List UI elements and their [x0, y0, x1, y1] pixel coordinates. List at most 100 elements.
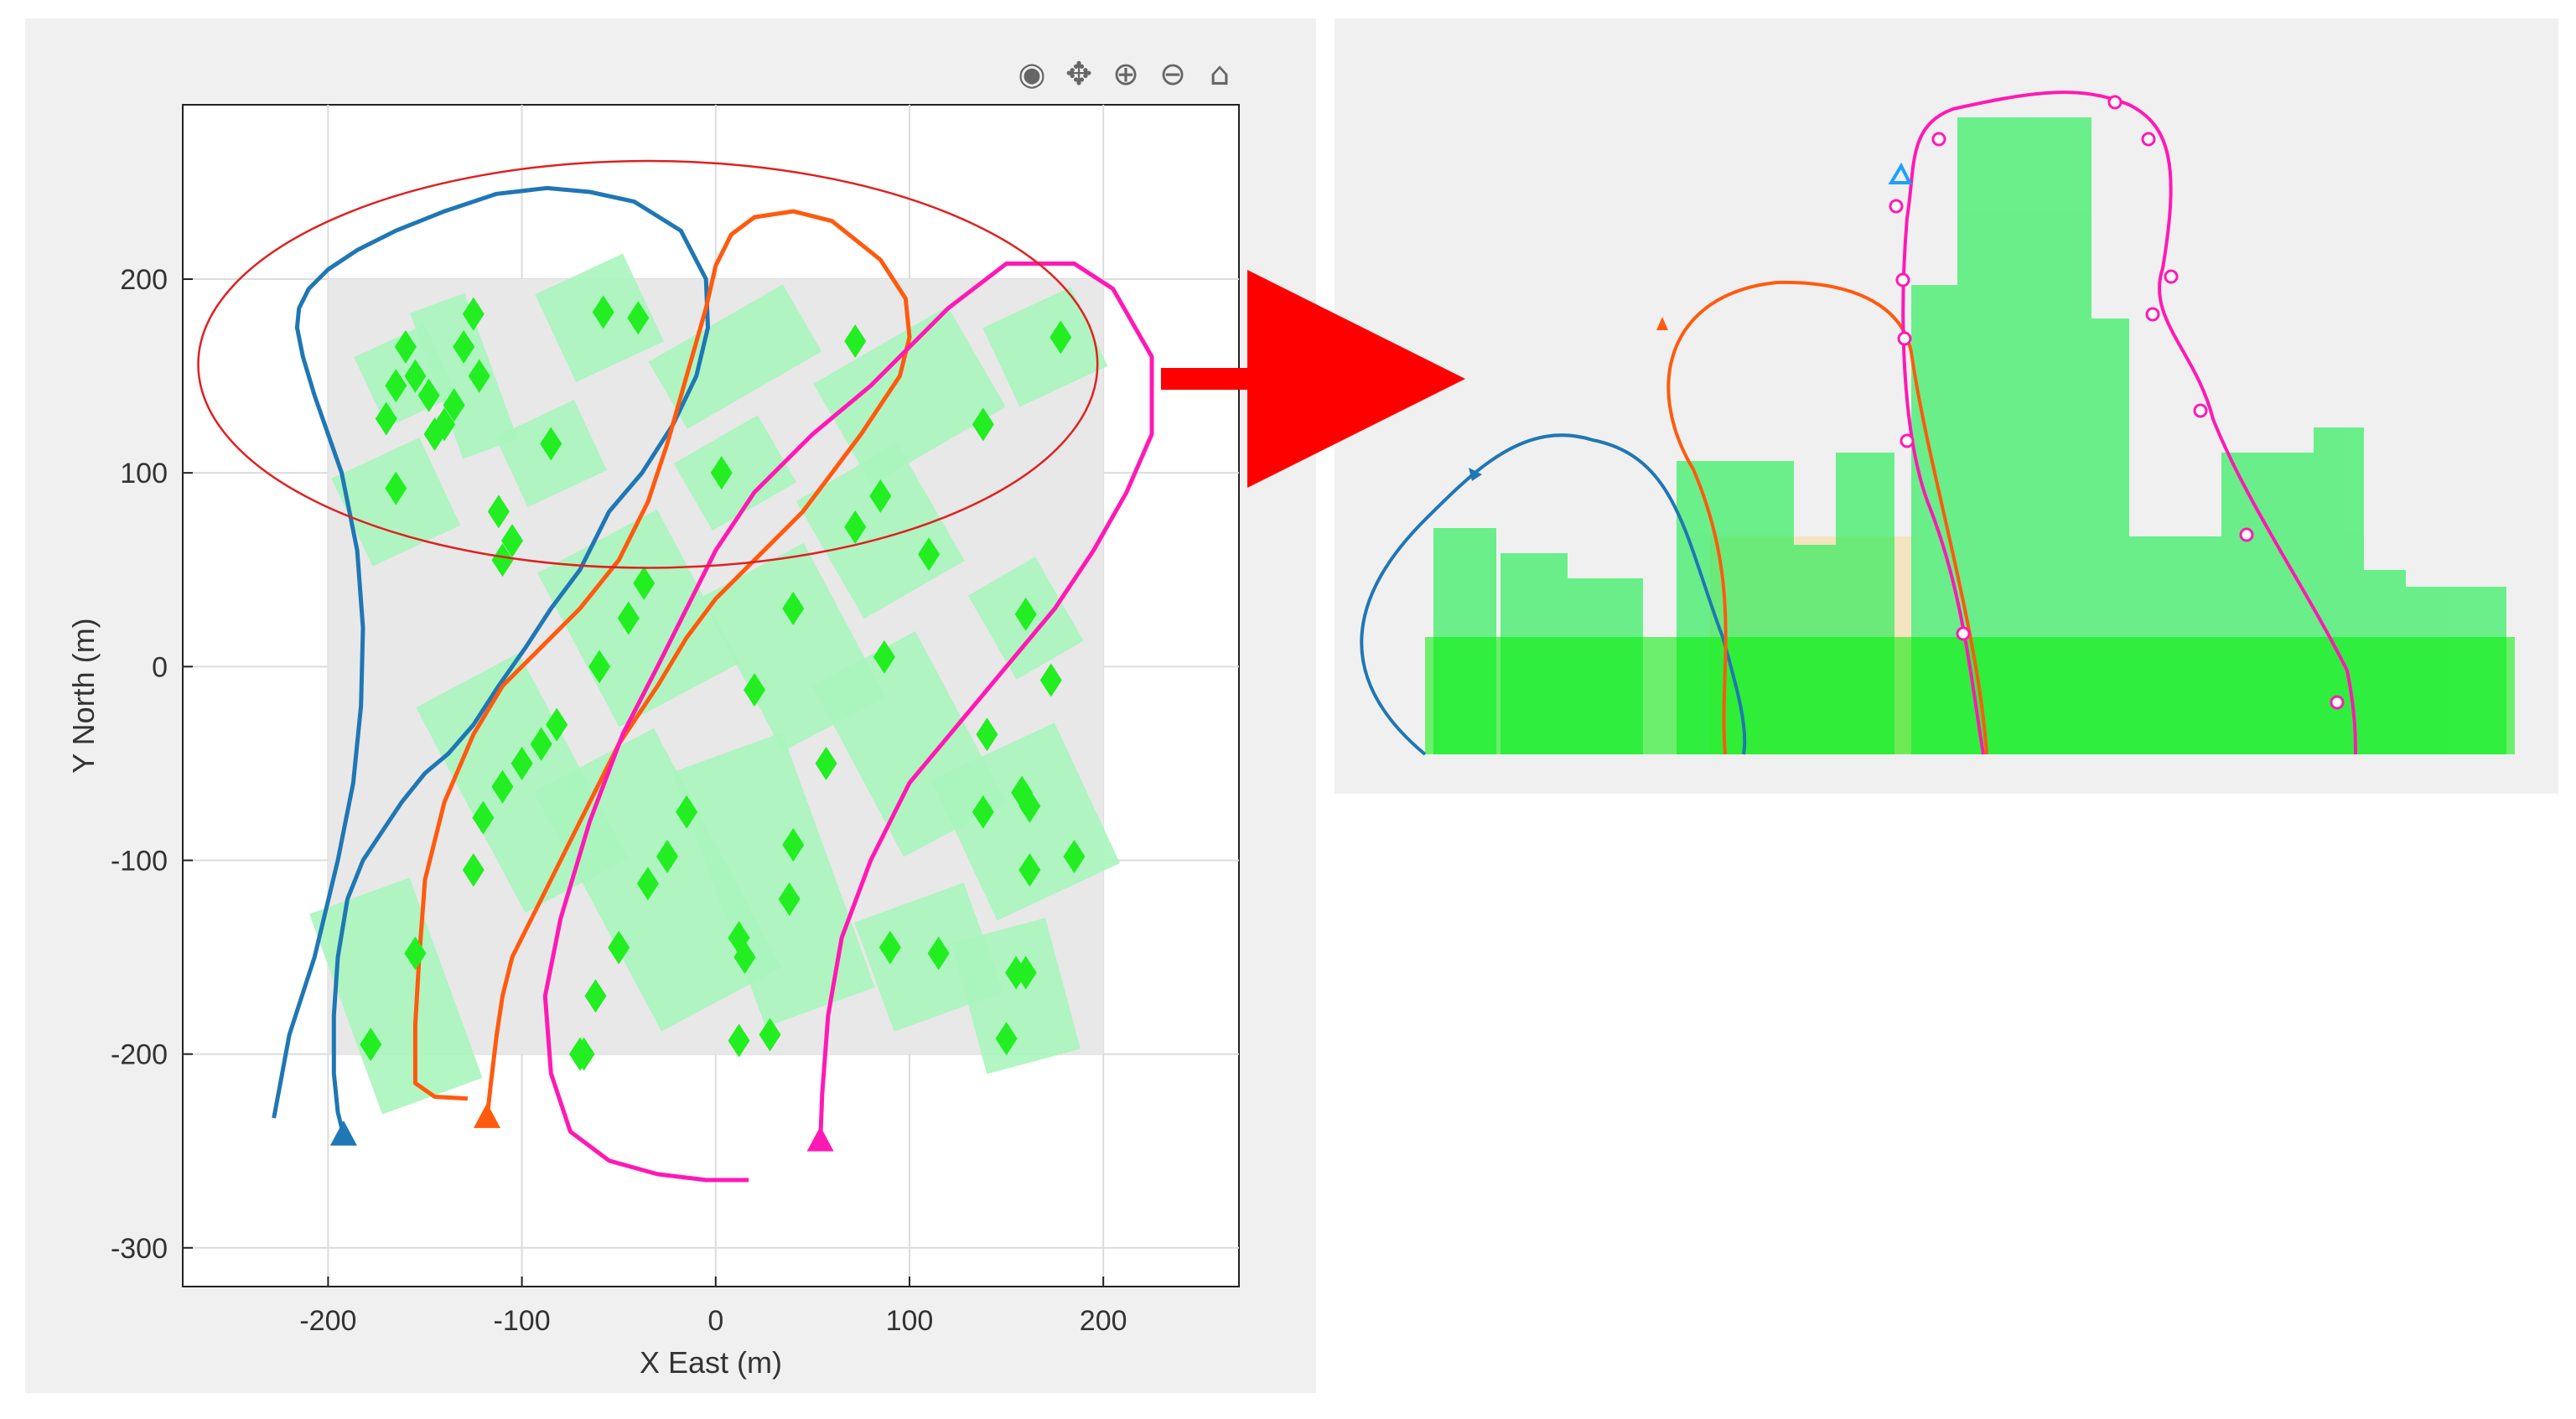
target-marker [511, 746, 533, 780]
trajectory-2 [412, 209, 912, 1119]
target-marker [443, 388, 465, 422]
perspective-waypoint [1897, 331, 1912, 346]
perspective-waypoint [2239, 527, 2254, 542]
building [410, 293, 518, 459]
target-marker [972, 407, 994, 442]
home-icon[interactable]: ⌂ [1209, 55, 1231, 92]
target-marker [744, 673, 766, 707]
perspective-start-marker-3 [1888, 162, 1913, 184]
x-tick-label: -200 [299, 1305, 356, 1337]
start-marker-2 [473, 1102, 500, 1128]
x-tick-label: 100 [886, 1305, 934, 1337]
perspective-waypoint [1931, 132, 1946, 147]
target-marker [491, 543, 514, 577]
zoom-in-icon[interactable]: ⊕ [1112, 55, 1139, 92]
target-marker [844, 324, 867, 358]
perspective-trajectory-2 [1666, 280, 1988, 755]
target-marker [462, 853, 485, 888]
target-marker [584, 979, 607, 1013]
perspective-waypoint [2330, 695, 2345, 710]
target-marker [472, 800, 495, 835]
highlight-ellipse [197, 159, 1099, 569]
perspective-waypoint [1889, 199, 1904, 214]
target-marker [976, 717, 998, 752]
target-marker [462, 297, 485, 331]
target-marker [375, 401, 397, 436]
target-marker [1018, 853, 1041, 888]
x-tick-label: 0 [707, 1305, 723, 1337]
target-marker [385, 369, 407, 403]
target-marker [815, 746, 837, 780]
x-tick-label: -100 [494, 1305, 551, 1337]
target-marker [588, 650, 611, 684]
target-marker [394, 329, 417, 364]
target-marker [530, 727, 552, 761]
target-marker [568, 1037, 591, 1071]
perspective-waypoint [2193, 403, 2208, 418]
target-marker [918, 537, 941, 572]
target-marker [782, 591, 805, 625]
building [796, 443, 965, 619]
perspective-waypoint [1956, 626, 1971, 641]
y-tick-label: -100 [111, 845, 168, 877]
target-marker [778, 882, 801, 916]
highlight-ellipse-shape [197, 159, 1099, 569]
perspective-waypoint [2145, 307, 2160, 322]
building [982, 287, 1108, 407]
building [951, 918, 1081, 1075]
target-marker [759, 1018, 781, 1052]
data-cursor-icon[interactable]: ✥ [1065, 55, 1092, 92]
target-marker [873, 640, 895, 674]
target-marker [540, 427, 562, 461]
building [813, 306, 1006, 485]
target-marker [404, 359, 427, 393]
tick-labels: -200 -100 0 100 200 -300 -200 -100 0 100 200 [111, 264, 1127, 1337]
zoom-out-icon[interactable]: ⊖ [1159, 55, 1186, 92]
targets [360, 295, 1086, 1071]
target-marker [972, 795, 994, 829]
start-marker-1 [329, 1120, 357, 1146]
trajectories [272, 185, 1154, 1183]
target-marker [710, 456, 733, 490]
perspective-waypoint [2107, 95, 2122, 110]
target-marker [453, 329, 475, 364]
target-marker [1050, 320, 1072, 355]
perspective-scene [1360, 91, 2515, 756]
y-tick-label: -200 [111, 1039, 168, 1071]
target-marker [1039, 663, 1062, 697]
target-marker [995, 1022, 1018, 1056]
target-marker [1014, 597, 1037, 631]
target-marker [592, 295, 614, 329]
target-marker [468, 359, 490, 393]
target-marker [546, 707, 568, 742]
target-marker [844, 510, 867, 544]
perspective-start-marker-1 [1469, 468, 1482, 481]
perspective-waypoint [1900, 433, 1915, 448]
target-marker [433, 407, 456, 442]
perspective-waypoint [2141, 132, 2156, 147]
trajectory-1 [272, 185, 710, 1137]
perspective-waypoint [2164, 269, 2179, 284]
target-marker [360, 1028, 382, 1062]
trajectory-3 [542, 262, 1154, 1183]
perspective-waypoint [1895, 272, 1910, 287]
target-marker [385, 471, 407, 505]
building [673, 415, 797, 531]
target-marker [501, 524, 524, 558]
building [648, 284, 822, 429]
perspective-waypoints [1889, 95, 2345, 710]
target-marker [733, 940, 756, 975]
perspective-start-marker-2 [1656, 317, 1668, 330]
target-marker [1063, 839, 1086, 873]
building [672, 732, 875, 1028]
target-marker [1005, 955, 1028, 990]
x-tick-label: 200 [1080, 1305, 1127, 1337]
target-marker [782, 827, 805, 862]
target-marker [636, 867, 659, 901]
target-marker [879, 930, 901, 965]
target-marker [869, 479, 892, 513]
green-canopy-band [1425, 637, 2515, 754]
target-marker [927, 936, 950, 971]
eye-slash-icon[interactable]: ◉ [1018, 55, 1046, 92]
x-axis-label: X East (m) [640, 1345, 782, 1380]
